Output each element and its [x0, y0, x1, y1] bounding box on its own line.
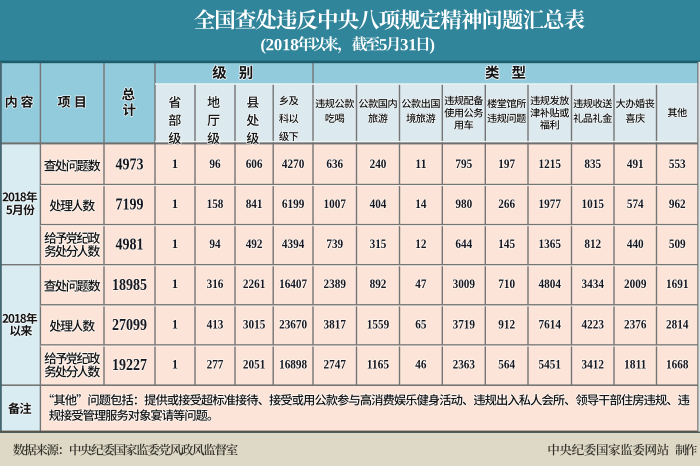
svg-text:636: 636: [326, 157, 343, 171]
svg-text:962: 962: [669, 197, 686, 211]
svg-text:3434: 3434: [582, 277, 605, 291]
svg-text:892: 892: [370, 277, 387, 291]
svg-text:2051: 2051: [243, 357, 265, 371]
svg-text:1: 1: [172, 157, 178, 171]
svg-text:19227: 19227: [112, 355, 147, 374]
svg-text:1: 1: [172, 357, 178, 371]
svg-text:145: 145: [498, 237, 515, 251]
svg-text:315: 315: [370, 237, 387, 251]
svg-text:240: 240: [370, 157, 387, 171]
svg-text:7614: 7614: [539, 317, 562, 331]
svg-text:158: 158: [207, 197, 224, 211]
svg-text:4270: 4270: [282, 157, 304, 171]
svg-text:7199: 7199: [116, 195, 144, 214]
svg-text:491: 491: [627, 157, 644, 171]
svg-text:835: 835: [584, 157, 601, 171]
svg-text:4804: 4804: [539, 277, 562, 291]
svg-text:1811: 1811: [624, 357, 646, 371]
svg-text:3009: 3009: [453, 277, 475, 291]
svg-text:1: 1: [172, 197, 178, 211]
svg-text:6199: 6199: [282, 197, 304, 211]
svg-text:2814: 2814: [666, 317, 689, 331]
svg-text:1015: 1015: [582, 197, 604, 211]
svg-text:4981: 4981: [116, 235, 144, 254]
svg-text:606: 606: [246, 157, 263, 171]
svg-text:46: 46: [415, 357, 427, 371]
svg-text:3412: 3412: [582, 357, 604, 371]
svg-text:197: 197: [498, 157, 515, 171]
svg-text:710: 710: [498, 277, 515, 291]
svg-text:440: 440: [627, 237, 644, 251]
svg-text:2261: 2261: [243, 277, 265, 291]
svg-text:3015: 3015: [243, 317, 265, 331]
svg-text:2363: 2363: [453, 357, 475, 371]
svg-text:23670: 23670: [279, 317, 307, 331]
svg-text:277: 277: [207, 357, 224, 371]
svg-text:27099: 27099: [112, 315, 147, 334]
svg-text:812: 812: [584, 237, 601, 251]
svg-text:739: 739: [326, 237, 343, 251]
svg-text:553: 553: [669, 157, 686, 171]
svg-text:2009: 2009: [624, 277, 646, 291]
svg-text:564: 564: [498, 357, 515, 371]
svg-text:509: 509: [669, 237, 686, 251]
svg-text:16407: 16407: [279, 277, 308, 291]
svg-text:912: 912: [498, 317, 515, 331]
svg-text:1365: 1365: [539, 237, 561, 251]
svg-text:5451: 5451: [539, 357, 561, 371]
svg-text:2747: 2747: [324, 357, 347, 371]
svg-text:16898: 16898: [279, 357, 307, 371]
svg-text:1668: 1668: [666, 357, 688, 371]
svg-text:980: 980: [455, 197, 472, 211]
svg-text:492: 492: [246, 237, 263, 251]
svg-text:14: 14: [415, 197, 427, 211]
svg-text:12: 12: [415, 237, 426, 251]
svg-text:1165: 1165: [367, 357, 389, 371]
svg-text:4394: 4394: [282, 237, 305, 251]
svg-text:1559: 1559: [367, 317, 389, 331]
svg-text:795: 795: [455, 157, 472, 171]
svg-text:1: 1: [172, 237, 178, 251]
svg-text:96: 96: [209, 157, 221, 171]
svg-text:1007: 1007: [324, 197, 347, 211]
svg-text:574: 574: [627, 197, 644, 211]
svg-text:65: 65: [415, 317, 426, 331]
svg-text:1: 1: [172, 317, 178, 331]
svg-text:266: 266: [498, 197, 515, 211]
svg-text:404: 404: [370, 197, 387, 211]
svg-text:644: 644: [455, 237, 472, 251]
svg-text:1691: 1691: [666, 277, 688, 291]
svg-text:1: 1: [172, 277, 178, 291]
svg-text:4973: 4973: [116, 155, 144, 174]
svg-text:18985: 18985: [112, 275, 147, 294]
svg-text:4223: 4223: [582, 317, 604, 331]
svg-text:413: 413: [207, 317, 224, 331]
svg-text:2389: 2389: [324, 277, 346, 291]
svg-text:3719: 3719: [453, 317, 475, 331]
svg-text:316: 316: [207, 277, 224, 291]
svg-text:11: 11: [415, 157, 426, 171]
svg-text:1215: 1215: [539, 157, 561, 171]
svg-text:2376: 2376: [624, 317, 647, 331]
svg-text:3817: 3817: [324, 317, 347, 331]
svg-text:47: 47: [415, 277, 427, 291]
svg-text:1977: 1977: [539, 197, 562, 211]
svg-text:94: 94: [209, 237, 221, 251]
svg-text:841: 841: [246, 197, 263, 211]
